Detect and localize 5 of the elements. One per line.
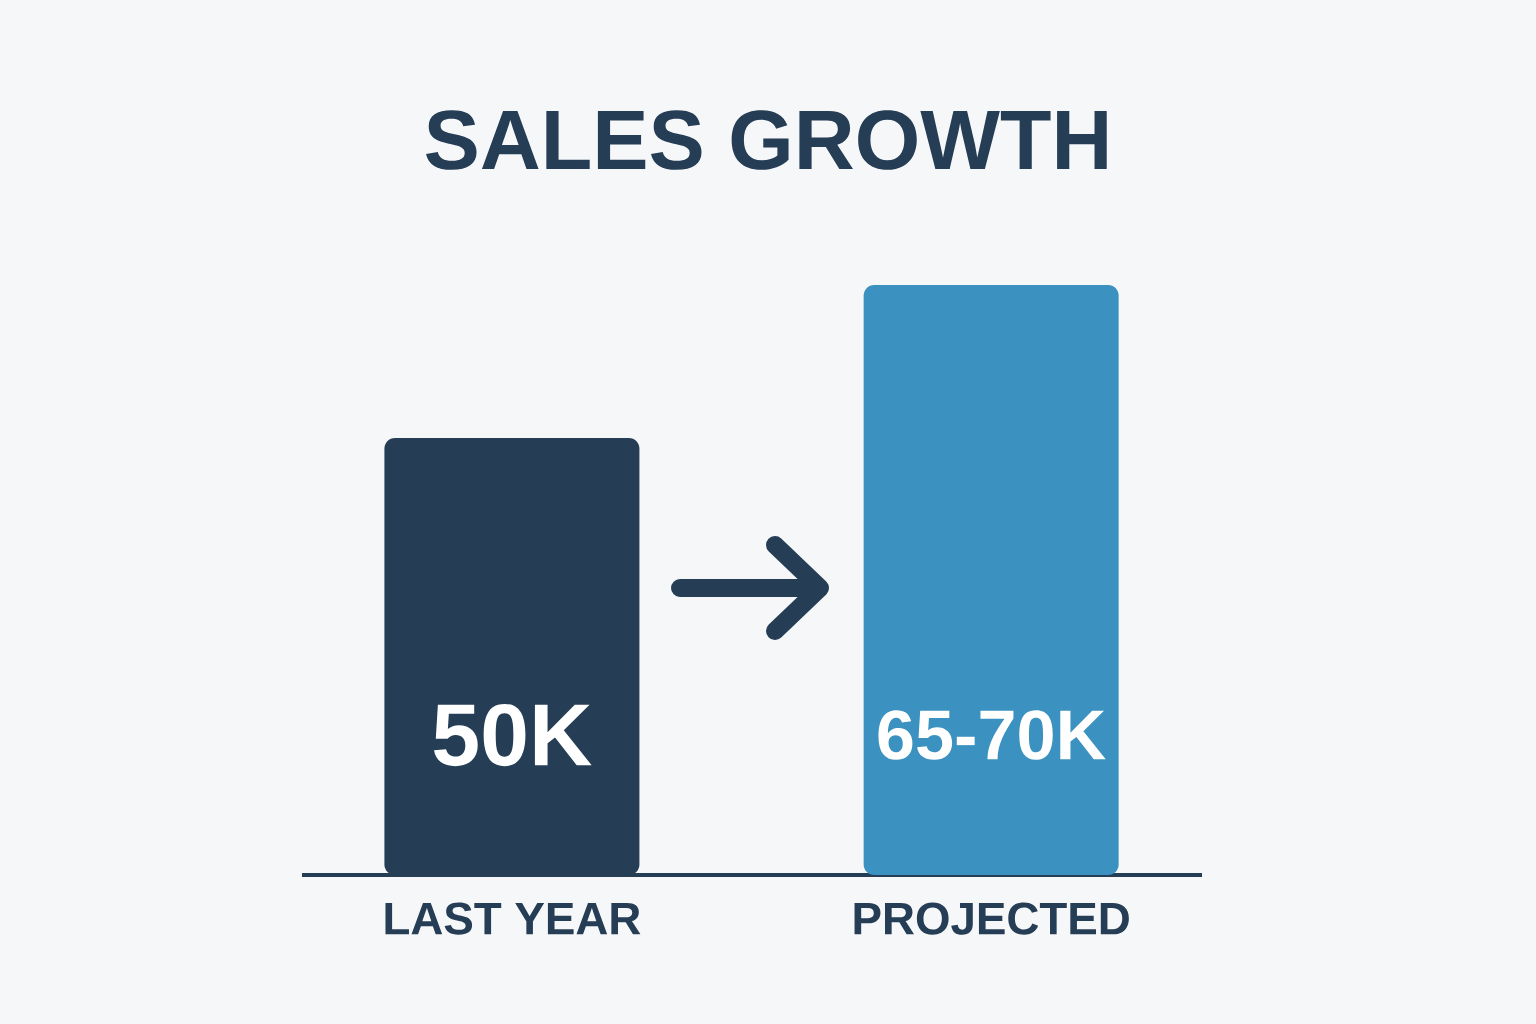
data-label: 50K [434, 703, 592, 767]
x-tick-label: PROJECTED [854, 902, 1129, 935]
chart-title: SALES GROWTH [426, 110, 1107, 170]
data-label: 65-70K [878, 710, 1106, 760]
x-tick-label: LAST YEAR [385, 902, 641, 935]
